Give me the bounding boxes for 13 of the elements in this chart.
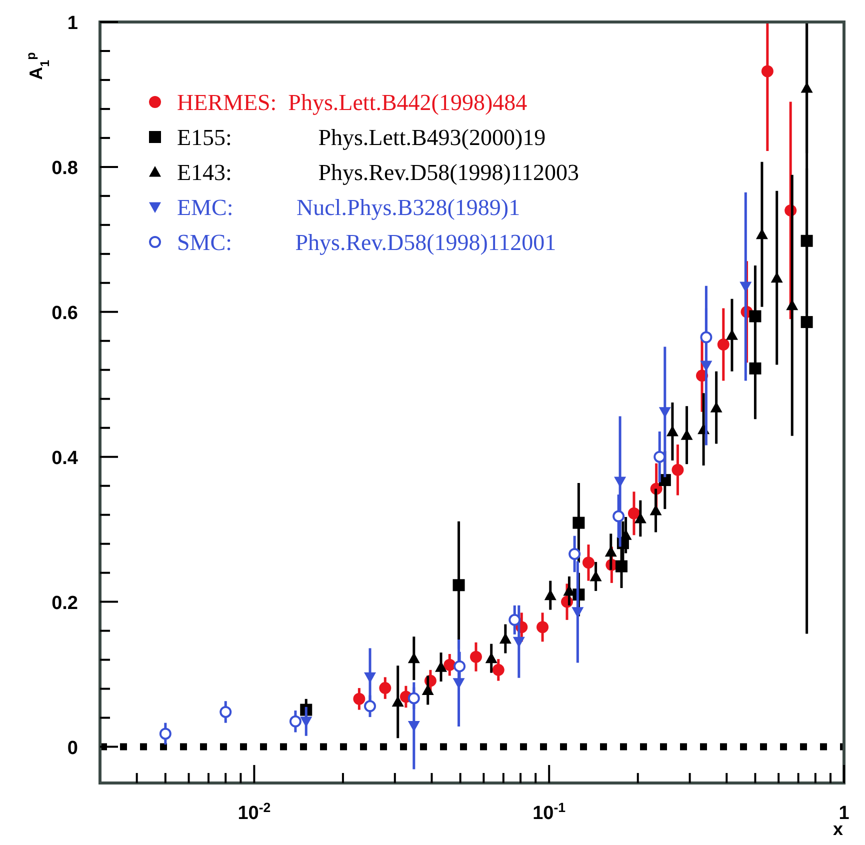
x-tick-label: 10$^{-1}$	[532, 800, 566, 824]
y-tick-label: 0.4	[52, 448, 78, 469]
y-tick-label: 0.6	[52, 302, 78, 324]
legend-label: EMC: Nucl.Phys.B328(1989)1	[177, 195, 520, 220]
legend-label: HERMES: Phys.Lett.B442(1998)484	[177, 90, 528, 115]
legend-label: E155: Phys.Lett.B493(2000)19	[177, 125, 546, 150]
y-tick-label: 0.2	[52, 592, 78, 614]
x-tick-label: 10$^{-2}$	[238, 800, 271, 824]
y-tick-label: 1	[67, 13, 78, 34]
y-tick-label: 0.8	[52, 158, 78, 179]
y-tick-label: 0	[67, 738, 78, 759]
legend-label: SMC: Phys.Rev.D58(1998)112001	[177, 230, 556, 255]
legend-label: E143: Phys.Rev.D58(1998)112003	[177, 160, 580, 185]
